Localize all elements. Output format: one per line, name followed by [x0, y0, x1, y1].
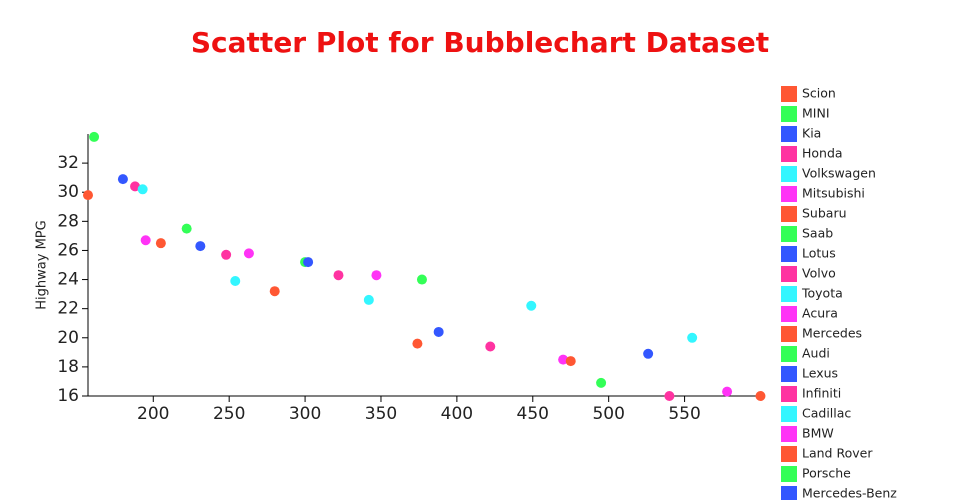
y-axis-label: Highway MPG: [35, 220, 50, 309]
legend-label: Saab: [802, 226, 833, 241]
legend-label: Acura: [802, 306, 838, 321]
point: [243, 248, 254, 259]
chart-title: Scatter Plot for Bubblechart Dataset: [191, 26, 769, 59]
legend-swatch: [781, 366, 797, 382]
point: [416, 274, 427, 285]
legend-label: Lotus: [802, 246, 836, 261]
legend-label: Mitsubishi: [802, 186, 865, 201]
legend-swatch: [781, 446, 797, 462]
point: [195, 241, 206, 252]
legend-swatch: [781, 126, 797, 142]
point: [130, 181, 141, 192]
legend-label: Kia: [802, 126, 821, 141]
y-tick-label: 26: [57, 240, 79, 260]
legend-label: Lexus: [802, 366, 838, 381]
legend-swatch: [781, 346, 797, 362]
point: [755, 391, 766, 401]
point: [333, 270, 344, 281]
point: [363, 294, 374, 305]
point: [526, 300, 537, 311]
legend-swatch: [781, 206, 797, 222]
legend-swatch: [781, 106, 797, 122]
legend-label: Audi: [802, 346, 830, 361]
x-tick-label: 250: [213, 404, 245, 424]
legend-label: Mercedes: [802, 326, 862, 341]
point: [137, 184, 148, 195]
x-tick-label: 450: [517, 404, 549, 424]
x-tick-label: 300: [289, 404, 321, 424]
legend-swatch: [781, 426, 797, 442]
x-tick-label: 500: [592, 404, 624, 424]
y-tick-label: 30: [57, 182, 79, 202]
legend-swatch: [781, 386, 797, 402]
point: [722, 386, 733, 397]
legend-swatch: [781, 186, 797, 202]
legend-label: Volkswagen: [802, 166, 876, 181]
y-tick-label: 24: [57, 270, 79, 290]
point: [117, 174, 128, 185]
point: [596, 377, 607, 388]
y-tick-label: 16: [57, 386, 79, 406]
legend-label: BMW: [802, 426, 834, 441]
legend-swatch: [781, 146, 797, 162]
point: [230, 276, 241, 287]
legend-label: Cadillac: [802, 406, 851, 421]
x-tick-label: 350: [365, 404, 397, 424]
legend-label: Scion: [802, 86, 836, 101]
legend-label: Subaru: [802, 206, 847, 221]
y-tick-label: 20: [57, 328, 79, 348]
legend-swatch: [781, 466, 797, 482]
point: [269, 286, 280, 297]
legend-swatch: [781, 226, 797, 242]
legend-swatch: [781, 266, 797, 282]
legend-label: Porsche: [802, 466, 851, 481]
legend-swatch: [781, 86, 797, 102]
legend-swatch: [781, 406, 797, 422]
legend-label: Land Rover: [802, 446, 873, 461]
legend-label: Honda: [802, 146, 843, 161]
point: [303, 257, 314, 268]
point: [643, 348, 654, 359]
y-tick-label: 18: [57, 357, 79, 377]
legend-swatch: [781, 326, 797, 342]
point: [89, 131, 100, 142]
point: [140, 235, 151, 246]
legend-swatch: [781, 246, 797, 262]
legend-label: Toyota: [801, 286, 843, 301]
legend-swatch: [781, 306, 797, 322]
point: [687, 332, 698, 343]
point: [155, 238, 166, 249]
point: [664, 391, 675, 401]
legend-swatch: [781, 166, 797, 182]
x-tick-label: 550: [668, 404, 700, 424]
point: [433, 326, 444, 337]
legend-label: MINI: [802, 106, 830, 121]
point: [412, 338, 423, 349]
x-tick-label: 400: [441, 404, 473, 424]
y-tick-label: 22: [57, 299, 79, 319]
point: [181, 223, 192, 234]
legend-label: Mercedes-Benz: [802, 486, 897, 500]
point: [221, 249, 232, 260]
y-tick-label: 28: [57, 211, 79, 231]
point: [485, 341, 496, 352]
legend-swatch: [781, 286, 797, 302]
legend-label: Infiniti: [802, 386, 841, 401]
point: [83, 190, 93, 201]
legend-label: Volvo: [802, 266, 836, 281]
point: [558, 354, 569, 365]
y-tick-label: 32: [57, 153, 79, 173]
legend-swatch: [781, 486, 797, 500]
x-tick-label: 200: [137, 404, 169, 424]
point: [565, 356, 576, 367]
point: [371, 270, 382, 281]
